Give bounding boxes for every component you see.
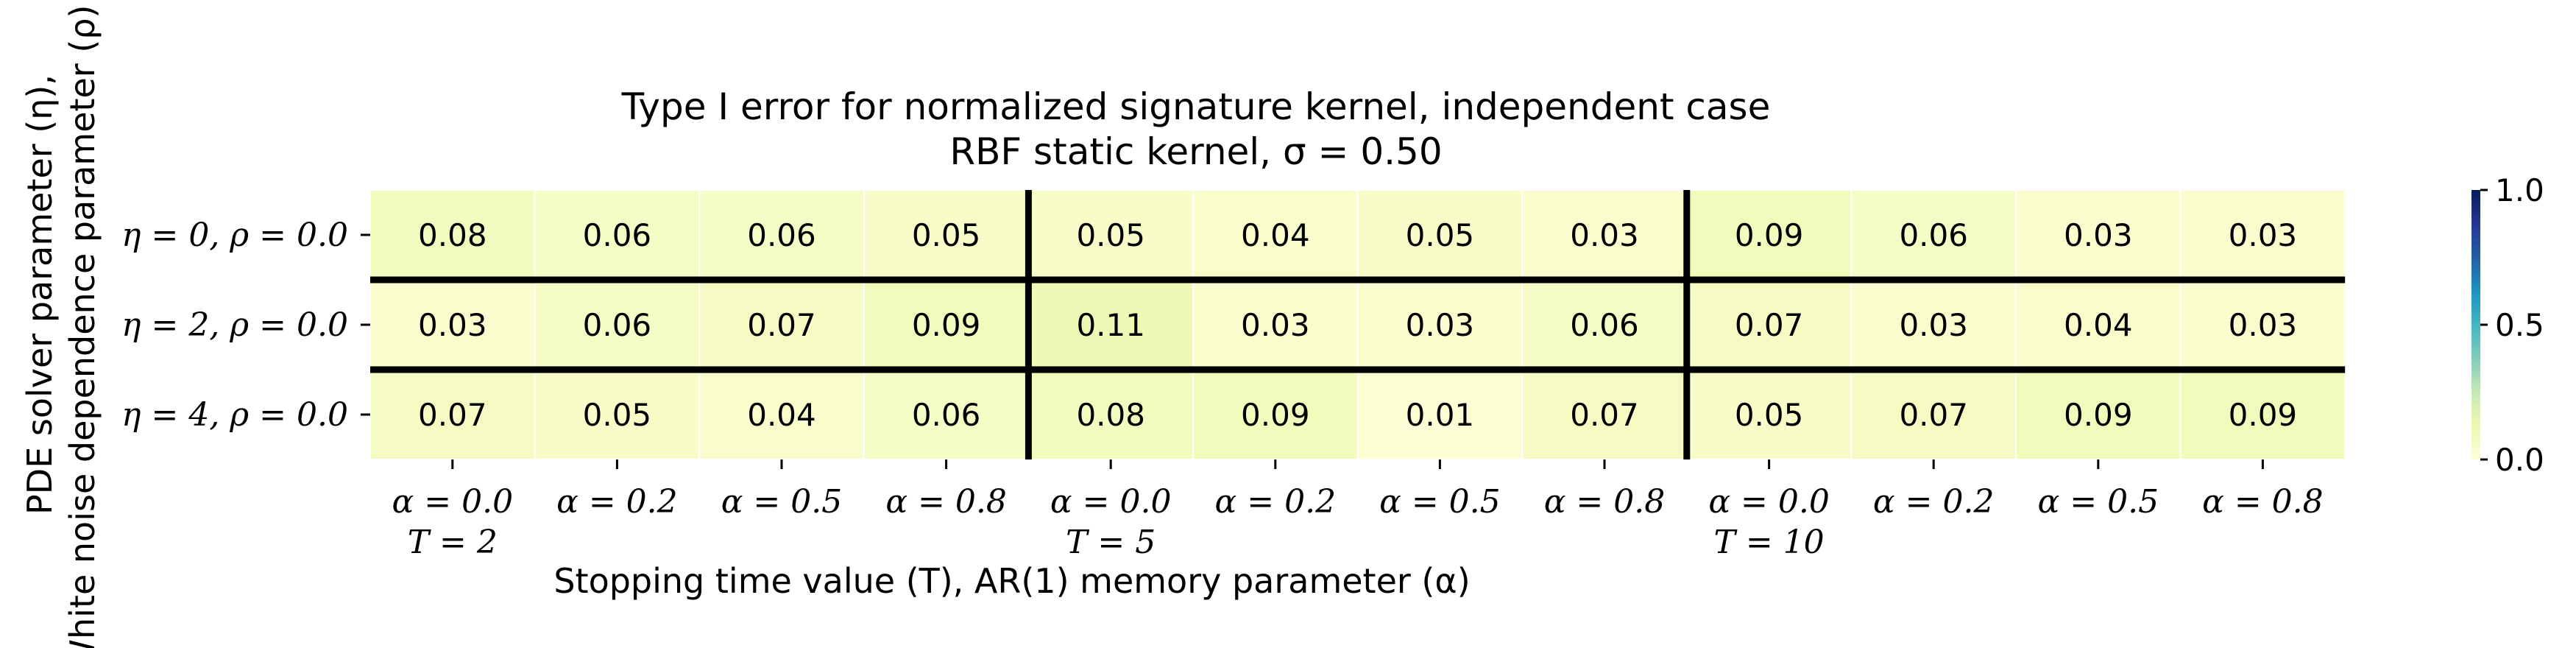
cell-value-label: 0.09: [2229, 397, 2298, 433]
cell-value-label: 0.09: [2064, 397, 2133, 433]
cell-value-label: 0.07: [1570, 397, 1639, 433]
cell-value-label: 0.06: [1899, 217, 1968, 253]
col-tick-label: α = 0.8: [1544, 483, 1666, 521]
cell-value-label: 0.07: [747, 307, 816, 343]
heatmap-cell: [1027, 369, 1195, 460]
cell-value-label: 0.05: [912, 217, 981, 253]
cell-value-label: 0.03: [1899, 307, 1968, 343]
col-tick-label: α = 0.2: [1873, 483, 1995, 521]
col-tick-label: α = 0.0: [1050, 483, 1172, 521]
cell-value-label: 0.03: [418, 307, 487, 343]
cell-value-label: 0.03: [1570, 217, 1639, 253]
heatmap-cell: [863, 189, 1030, 281]
cell-value-label: 0.05: [1076, 217, 1145, 253]
col-tick-label: α = 0.5: [1379, 483, 1501, 521]
cell-value-label: 0.06: [747, 217, 816, 253]
cell-value-label: 0.05: [1735, 397, 1804, 433]
colorbar-tick-label: 0.5: [2495, 307, 2544, 343]
cell-value-label: 0.04: [1241, 217, 1310, 253]
heatmap-cell: [2179, 369, 2346, 460]
col-tick-label: α = 0.0: [392, 483, 514, 521]
colorbar-tick-label: 1.0: [2495, 172, 2544, 208]
heatmap-cell: [698, 369, 865, 460]
cell-value-label: 0.07: [418, 397, 487, 433]
heatmap-cell: [369, 189, 536, 281]
cell-value-label: 0.06: [912, 397, 981, 433]
cell-value-label: 0.09: [912, 307, 981, 343]
col-group-label: T = 5: [1066, 524, 1156, 561]
heatmap-cell: [2015, 279, 2182, 370]
heatmap-cell: [2179, 279, 2346, 370]
colorbar-tick-label: 0.0: [2495, 442, 2544, 478]
cell-value-label: 0.03: [2229, 217, 2298, 253]
heatmap-cell: [863, 369, 1030, 460]
heatmap-cell: [2179, 189, 2346, 281]
heatmap-cell: [1521, 279, 1688, 370]
col-tick-label: α = 0.2: [1215, 483, 1337, 521]
col-tick-label: α = 0.5: [2038, 483, 2159, 521]
cell-value-label: 0.06: [583, 217, 652, 253]
cell-value-label: 0.01: [1406, 397, 1475, 433]
heatmap-cell: [369, 279, 536, 370]
cell-value-label: 0.04: [747, 397, 816, 433]
row-tick-label: η = 4, ρ = 0.0: [121, 396, 348, 434]
chart-title: Type I error for normalized signature ke…: [621, 85, 1771, 128]
heatmap-cell: [1521, 189, 1688, 281]
colorbar-ticks: 0.0 0.5 1.0: [2480, 172, 2544, 478]
cell-value-label: 0.09: [1241, 397, 1310, 433]
heatmap-cell: [1027, 189, 1195, 281]
col-group-label: T = 10: [1714, 524, 1825, 561]
col-tick-label: α = 0.8: [885, 483, 1007, 521]
heatmap-cell: [1685, 279, 1853, 370]
heatmap-cell: [1192, 189, 1359, 281]
cell-value-label: 0.08: [418, 217, 487, 253]
heatmap-cell: [2015, 369, 2182, 460]
heatmap-cell: [1192, 279, 1359, 370]
row-tick-labels: η = 0, ρ = 0.0 η = 2, ρ = 0.0 η = 4, ρ = 0…: [121, 216, 370, 434]
col-tick-labels: α = 0.0T = 2α = 0.2 α = 0.5 α = 0.8 α = 0.0…: [392, 459, 2324, 561]
heatmap-cell: [1356, 279, 1524, 370]
cell-value-label: 0.03: [2229, 307, 2298, 343]
cell-value-label: 0.08: [1076, 397, 1145, 433]
cell-value-label: 0.09: [1735, 217, 1804, 253]
cell-value-label: 0.07: [1735, 307, 1804, 343]
heatmap-cell: [534, 189, 701, 281]
row-tick-label: η = 2, ρ = 0.0: [121, 306, 348, 344]
chart-subtitle: RBF static kernel, σ = 0.50: [949, 130, 1442, 173]
cell-value-label: 0.11: [1076, 307, 1145, 343]
heatmap-cell: [863, 279, 1030, 370]
cell-value-label: 0.03: [1241, 307, 1310, 343]
col-tick-label: α = 0.0: [1708, 483, 1830, 521]
cell-value-label: 0.07: [1899, 397, 1968, 433]
cell-value-label: 0.06: [583, 307, 652, 343]
heatmap-cell: [698, 189, 865, 281]
col-tick-label: α = 0.2: [556, 483, 678, 521]
cell-value-label: 0.04: [2064, 307, 2133, 343]
row-tick-label: η = 0, ρ = 0.0: [121, 216, 348, 254]
heatmap-cells: [369, 189, 2346, 460]
cell-value-label: 0.03: [2064, 217, 2133, 253]
cell-value-label: 0.06: [1570, 307, 1639, 343]
cell-value-label: 0.05: [1406, 217, 1475, 253]
group-separators: [370, 190, 2346, 459]
colorbar: [2471, 190, 2480, 459]
y-axis-label-line2: White noise dependence parameter (ρ): [63, 5, 102, 648]
col-tick-label: α = 0.5: [721, 483, 843, 521]
col-group-label: T = 2: [408, 524, 498, 561]
y-axis-label-line1: PDE solver parameter (η),: [20, 74, 60, 515]
cell-value-label: 0.05: [583, 397, 652, 433]
x-axis-label: Stopping time value (T), AR(1) memory pa…: [553, 561, 1470, 601]
heatmap-cell: [369, 369, 536, 460]
cell-value-labels: 0.08 0.06 0.06 0.05 0.05 0.04 0.05 0.03 0.09 0.06…: [418, 217, 2297, 433]
col-tick-label: α = 0.8: [2202, 483, 2324, 521]
cell-value-label: 0.03: [1406, 307, 1475, 343]
heatmap-cell: [1850, 189, 2017, 281]
